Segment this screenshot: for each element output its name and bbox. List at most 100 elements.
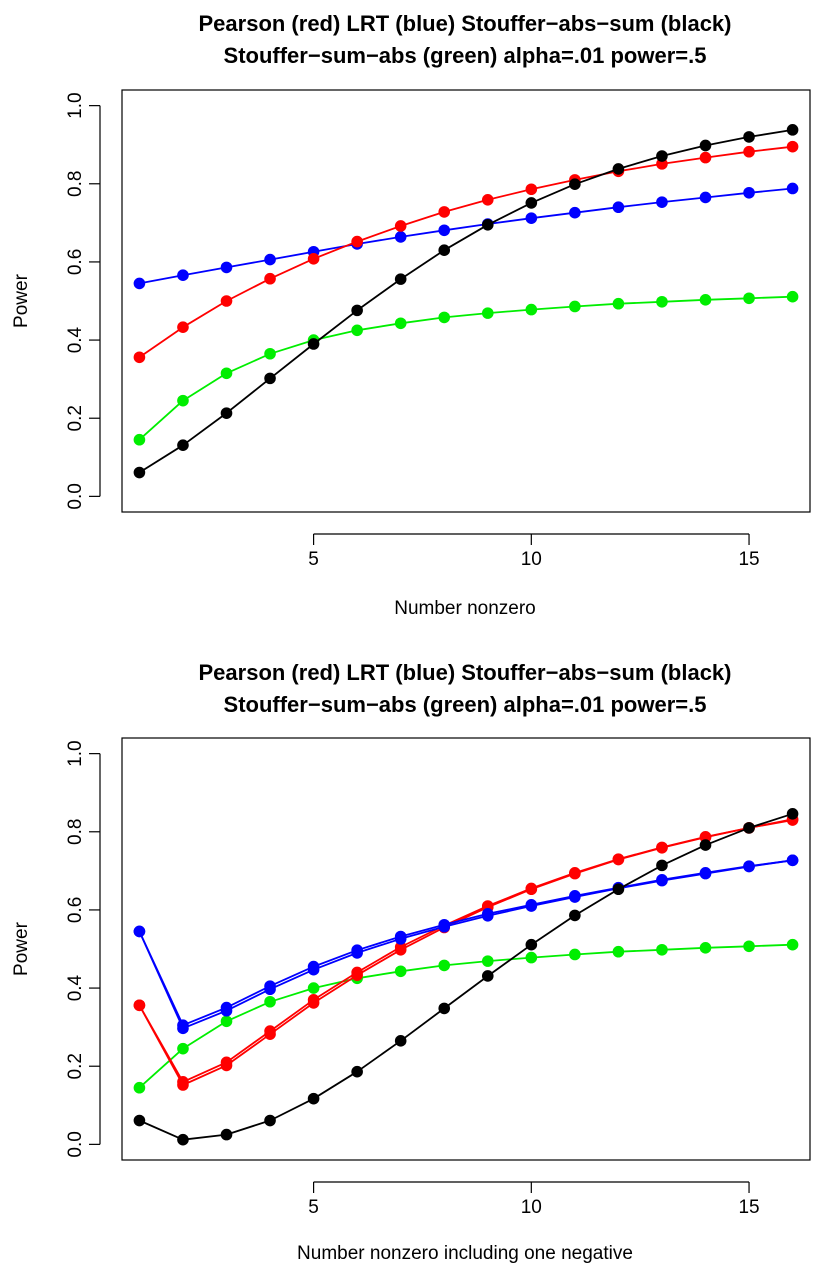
data-point xyxy=(351,304,363,317)
data-point xyxy=(481,307,494,319)
series-line xyxy=(138,859,793,1027)
data-point xyxy=(133,999,146,1012)
data-point xyxy=(220,1015,233,1028)
data-point xyxy=(394,317,407,330)
data-point xyxy=(307,982,320,994)
series-line xyxy=(138,145,793,359)
data-point xyxy=(699,191,712,204)
data-point xyxy=(438,244,451,257)
data-point xyxy=(264,1028,276,1040)
data-point xyxy=(177,1022,189,1035)
data-point xyxy=(481,955,494,967)
y-tick-label: 0.6 xyxy=(65,249,86,275)
series-2 xyxy=(133,813,799,1088)
y-tick-label: 0.8 xyxy=(65,819,86,845)
data-point xyxy=(351,969,363,981)
y-tick-label: 0.2 xyxy=(65,405,86,431)
data-point xyxy=(481,970,494,982)
data-point xyxy=(743,131,755,143)
series-line xyxy=(138,859,793,1030)
data-point xyxy=(786,290,799,303)
data-point xyxy=(743,145,755,158)
data-point xyxy=(394,273,407,285)
x-tick-label: 15 xyxy=(738,1197,759,1218)
series-3 xyxy=(133,140,799,364)
data-point xyxy=(743,822,755,834)
data-point xyxy=(264,1114,276,1127)
plot-frame xyxy=(121,737,811,1161)
data-point xyxy=(220,367,233,380)
data-point xyxy=(264,272,276,285)
chart-title-line: Pearson (red) LRT (blue) Stouffer−abs−su… xyxy=(199,660,732,685)
data-point xyxy=(177,269,189,282)
y-tick-label: 1.0 xyxy=(65,92,86,118)
data-point xyxy=(569,206,581,219)
data-point xyxy=(351,324,363,337)
series-line xyxy=(138,129,793,474)
data-point xyxy=(525,197,538,209)
data-point xyxy=(220,407,233,419)
data-point xyxy=(394,231,407,243)
data-point xyxy=(394,933,407,945)
series-line xyxy=(138,943,793,1089)
data-point xyxy=(264,983,276,996)
data-point xyxy=(264,995,276,1008)
data-point xyxy=(307,1092,320,1105)
data-point xyxy=(569,909,581,922)
series-1 xyxy=(133,290,799,446)
series-6 xyxy=(133,808,799,1146)
series-line xyxy=(139,812,793,1141)
data-point xyxy=(220,1128,233,1141)
chart-panel-1: Pearson (red) LRT (blue) Stouffer−abs−su… xyxy=(11,11,811,619)
data-point xyxy=(699,294,712,306)
data-point xyxy=(351,235,363,248)
data-point xyxy=(699,867,712,880)
data-point xyxy=(177,394,189,407)
data-point xyxy=(220,261,233,274)
data-point xyxy=(264,347,276,360)
series-line xyxy=(138,818,793,1083)
data-point xyxy=(786,854,799,867)
data-point xyxy=(743,186,755,199)
data-point xyxy=(612,201,625,214)
data-point xyxy=(133,351,146,364)
y-tick-label: 0.4 xyxy=(65,974,86,1001)
y-tick-label: 0.2 xyxy=(65,1053,86,1079)
x-tick-label: 5 xyxy=(308,1197,319,1218)
series-2 xyxy=(133,182,799,290)
data-point xyxy=(133,433,146,446)
data-point xyxy=(525,900,538,912)
data-point xyxy=(133,1081,146,1094)
data-point xyxy=(786,182,799,195)
data-point xyxy=(525,183,538,196)
data-point xyxy=(656,196,668,208)
data-point xyxy=(786,938,799,951)
data-point xyxy=(525,951,538,964)
data-point xyxy=(481,909,494,922)
data-point xyxy=(264,372,276,385)
y-axis-label: Power xyxy=(11,273,32,328)
data-point xyxy=(438,311,451,324)
data-point xyxy=(656,150,668,162)
data-point xyxy=(438,224,451,237)
data-point xyxy=(307,252,320,265)
data-point xyxy=(569,300,581,313)
y-tick-label: 0.0 xyxy=(65,483,86,509)
data-point xyxy=(220,295,233,307)
x-tick-label: 15 xyxy=(738,549,759,570)
data-point xyxy=(569,867,581,880)
x-tick-label: 5 xyxy=(308,549,319,570)
data-point xyxy=(394,943,407,956)
data-point xyxy=(786,124,799,136)
data-point xyxy=(525,938,538,951)
data-point xyxy=(133,466,146,479)
series-line xyxy=(139,187,793,285)
data-point xyxy=(743,292,755,305)
x-axis-label: Number nonzero including one negative xyxy=(297,1243,633,1264)
data-point xyxy=(525,212,538,224)
data-point xyxy=(438,920,451,933)
series-5 xyxy=(133,854,799,1035)
x-tick-label: 10 xyxy=(521,1197,542,1218)
series-4 xyxy=(133,124,799,479)
